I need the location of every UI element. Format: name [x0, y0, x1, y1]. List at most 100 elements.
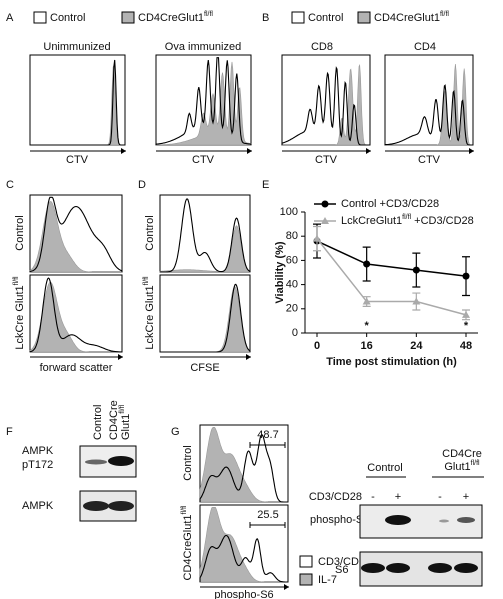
label: AMPK [22, 445, 54, 457]
annotation: * [464, 320, 469, 332]
blot-band [108, 501, 134, 511]
label-text: CD4CreGlut1 [138, 12, 204, 24]
panel-letter: D [138, 179, 146, 191]
y-axis-label: Viability (%) [274, 241, 286, 303]
arrow-head [118, 354, 123, 360]
label-text: LckCre Glut1 [144, 285, 156, 349]
y-tick-label: 0 [292, 327, 298, 339]
label-text: CD4CreGlut1 [182, 514, 194, 580]
label-sup: fl/fl [440, 11, 449, 18]
sign-label: + [463, 491, 469, 503]
label: CD3/CD28 [318, 556, 371, 568]
panel-letter: A [6, 12, 14, 24]
histogram-outline [160, 283, 251, 353]
marker [462, 310, 470, 318]
histogram-filled [199, 507, 288, 583]
histogram-filled [159, 225, 251, 273]
label: phospho-S6 [214, 589, 273, 599]
blot-band [457, 517, 475, 523]
histogram-outline [155, 57, 252, 145]
legend-swatch [299, 573, 313, 586]
marker [412, 297, 421, 305]
blot-band [454, 563, 478, 573]
label-sup: fl/fl [119, 404, 126, 413]
blot-row-label: phospho-S6 [310, 514, 369, 526]
label: Control [14, 215, 26, 250]
label: CTV [418, 154, 441, 166]
arrow-head [469, 148, 474, 154]
label: Control [182, 445, 194, 480]
panel-letter: F [6, 426, 13, 438]
blot-band [83, 501, 109, 511]
histogram-outline [281, 66, 370, 146]
label: Control [92, 405, 104, 440]
x-axis-label: Time post stimulation (h) [326, 356, 457, 368]
panel-letter: C [6, 179, 14, 191]
label: CD4CreGlut1fl/fl [181, 505, 194, 580]
label: Control [144, 215, 156, 250]
y-tick-label: 80 [286, 230, 298, 242]
histogram-filled [30, 65, 125, 146]
label: Control [367, 462, 402, 474]
histogram-filled [199, 427, 288, 503]
y-tick-label: 40 [286, 279, 298, 291]
y-tick-label: 20 [286, 303, 298, 315]
legend-swatch [291, 11, 305, 24]
label-text: Glut1 [120, 414, 132, 440]
gate [249, 442, 286, 448]
label-suffix: +CD3/CD28 [411, 215, 474, 227]
y-tick-label: 100 [280, 206, 298, 218]
marker [412, 266, 420, 274]
histogram-outline [199, 433, 288, 503]
sign-label: - [438, 491, 442, 503]
label: Unimmunized [43, 41, 110, 53]
legend-swatch [33, 11, 47, 24]
label-sup: fl/fl [13, 276, 20, 285]
marker [321, 200, 329, 208]
marker [363, 260, 371, 268]
histogram-outline [29, 196, 123, 272]
blot-band [85, 459, 107, 465]
label: CD4Cre [108, 400, 120, 440]
panel-letter: B [262, 12, 269, 24]
histogram-filled [29, 281, 122, 353]
marker [462, 272, 470, 280]
label: LckCre Glut1fl/fl [13, 276, 26, 350]
label: Glut1fl/fl [119, 404, 132, 440]
label: Control [50, 12, 85, 24]
arrow-head [366, 148, 371, 154]
blot-band [361, 563, 385, 573]
label: CTV [192, 154, 215, 166]
label-text: Control [308, 12, 343, 24]
label-text: Control [182, 445, 194, 480]
label: forward scatter [40, 362, 113, 374]
label-text: Control [144, 215, 156, 250]
sign-label: - [371, 491, 375, 503]
gate-value: 25.5 [257, 509, 278, 521]
label-text: Control [50, 12, 85, 24]
marker [362, 297, 371, 305]
histogram-filled [160, 286, 251, 353]
arrow-head [246, 354, 251, 360]
label: CTV [66, 154, 89, 166]
blot-row-label: S6 [335, 564, 348, 576]
label-sup: fl/fl [181, 505, 188, 514]
label: CD4Cre [442, 448, 482, 460]
label: CD8 [311, 41, 333, 53]
annotation: * [365, 320, 370, 332]
blot-band [428, 563, 452, 573]
series-line [316, 240, 467, 277]
label-sup: fl/fl [143, 276, 150, 285]
label: pT172 [22, 459, 53, 471]
label: Control [308, 12, 343, 24]
marker [321, 217, 329, 224]
blot-band [386, 563, 410, 573]
gate [249, 522, 286, 528]
label: CFSE [190, 362, 219, 374]
x-tick-label: 24 [410, 340, 423, 352]
label: Ova immunized [165, 41, 241, 53]
label: CD3/CD28 [309, 491, 362, 503]
panel-letter: E [262, 179, 269, 191]
arrow-head [284, 584, 289, 590]
